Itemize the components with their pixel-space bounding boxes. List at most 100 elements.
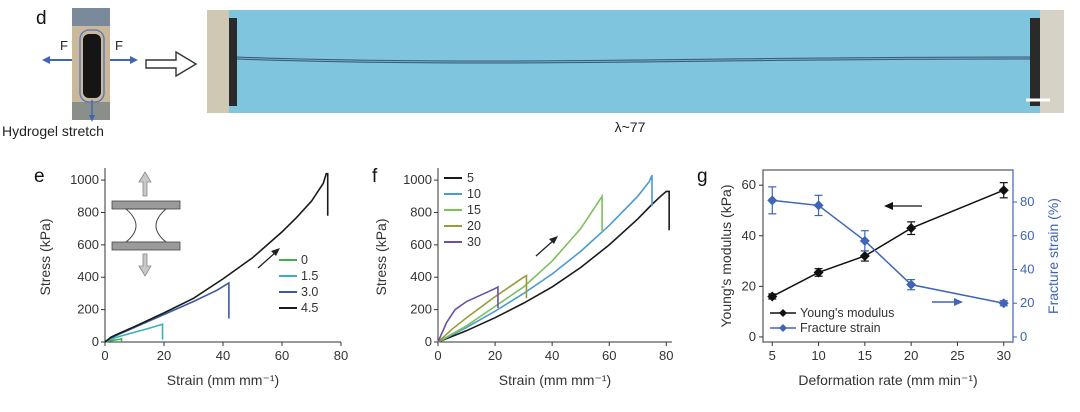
legend-label: Fracture strain	[800, 321, 881, 335]
x-tick-label: 80	[334, 348, 348, 363]
stretch-photo	[207, 10, 1064, 113]
x-tick-label: 30	[997, 348, 1011, 363]
series-line-30	[437, 285, 499, 343]
x-tick-label: 40	[216, 348, 230, 363]
x-tick-label: 25	[950, 348, 964, 363]
x-tick-label: 20	[488, 348, 502, 363]
trend-arrow-icon	[535, 239, 555, 257]
top-plate	[111, 200, 181, 210]
hollow-arrow-icon	[145, 50, 198, 78]
hydrogel-sample	[124, 208, 168, 243]
y-axis-label: Stress (kPa)	[373, 218, 389, 295]
series-line-5	[437, 190, 670, 343]
y-tick-label: 600	[410, 237, 432, 252]
panel-g-label: g	[697, 166, 708, 187]
legend-marker	[779, 309, 787, 317]
y-axis-label: Stress (kPa)	[37, 218, 53, 295]
data-point	[906, 279, 917, 290]
legend-label: 15	[467, 203, 481, 217]
x-tick-label: 20	[904, 348, 918, 363]
y-tick-label: 0	[749, 329, 756, 344]
bottom-plate	[111, 241, 181, 251]
y-axis-label: Young's modulus (kPa)	[718, 184, 734, 327]
series-line-4.5	[104, 172, 329, 343]
x-tick-label: 80	[659, 348, 673, 363]
legend-marker	[779, 324, 787, 332]
legend-label: 0	[301, 253, 308, 267]
data-point	[859, 235, 870, 246]
y-tick-label: 200	[77, 302, 99, 317]
panel-e-label: e	[34, 166, 45, 187]
compression-diagram	[111, 171, 280, 277]
x-tick-label: 10	[811, 348, 825, 363]
x-axis-label: Strain (mm mm⁻¹)	[499, 372, 611, 388]
y2-tick-label: 60	[1020, 228, 1034, 243]
data-point	[998, 185, 1009, 196]
trend-arrowhead	[549, 236, 558, 244]
legend-label: 1.5	[301, 269, 318, 283]
y-tick-label: 1000	[70, 172, 99, 187]
y-tick-label: 60	[742, 177, 756, 192]
data-point	[813, 267, 824, 278]
x-axis-label: Strain (mm mm⁻¹)	[167, 372, 279, 388]
x-tick-label: 0	[101, 348, 108, 363]
y-tick-label: 1000	[403, 172, 432, 187]
panel-d-label: d	[36, 8, 47, 29]
y2-tick-label: 80	[1020, 194, 1034, 209]
data-point	[859, 251, 870, 261]
stretch-ratio-caption: λ~77	[615, 119, 646, 135]
series-line-20	[437, 274, 528, 343]
panel-g: g 5 10 15 20 25 30 0 20 40 60 0 20 40 60 80 Deformation …	[697, 166, 1061, 388]
x-axis-label: Deformation rate (mm min⁻¹)	[798, 372, 977, 388]
sample-photo	[72, 8, 110, 120]
x-tick-label: 40	[545, 348, 559, 363]
hydrogel-caption: Hydrogel stretch	[2, 123, 104, 139]
data-point	[998, 298, 1009, 309]
y-tick-label: 600	[77, 237, 99, 252]
legend-label: Young's modulus	[800, 306, 894, 320]
panel-d: d F F Hydrogel stretch λ~77	[2, 8, 1064, 139]
panel-f-label: f	[372, 166, 378, 187]
y-tick-label: 0	[425, 334, 432, 349]
legend-label: 10	[467, 187, 481, 201]
force-right-label: F	[115, 38, 123, 53]
force-left-label: F	[60, 38, 68, 53]
x-tick-label: 20	[157, 348, 171, 363]
series-line-10	[437, 174, 653, 343]
legend-label: 3.0	[301, 285, 318, 299]
data-point	[813, 200, 824, 211]
y2-tick-label: 0	[1020, 329, 1027, 344]
series-line-15	[437, 193, 603, 343]
legend-label: 5	[467, 171, 474, 185]
series-line-3.0	[104, 281, 230, 343]
x-tick-label: 0	[434, 348, 441, 363]
series-line-fracture-strain	[772, 199, 1004, 304]
y-tick-label: 200	[410, 302, 432, 317]
series-line-0	[104, 337, 123, 343]
legend-f: 5 10 15 20 30	[444, 171, 481, 249]
legend-label: 20	[467, 219, 481, 233]
data-point	[767, 291, 778, 302]
legend-e: 0 1.5 3.0 4.5	[279, 253, 318, 315]
y2-tick-label: 40	[1020, 261, 1034, 276]
y-tick-label: 800	[410, 204, 432, 219]
series-line-youngs-modulus	[771, 189, 1005, 298]
y-tick-label: 0	[92, 334, 99, 349]
y-tick-label: 40	[742, 228, 756, 243]
y-tick-label: 20	[742, 278, 756, 293]
up-arrow-icon	[138, 171, 152, 197]
trend-arrow-icon	[257, 251, 277, 269]
right-axis-arrowhead	[954, 298, 963, 306]
series-line-1.5	[104, 323, 164, 343]
trend-arrowhead	[271, 248, 280, 256]
y2-axis-label: Fracture strain (%)	[1045, 198, 1061, 314]
down-arrow-icon	[138, 253, 152, 277]
data-point	[906, 223, 917, 234]
plot-frame	[762, 169, 1014, 343]
force-arrows	[42, 56, 138, 122]
x-tick-label: 5	[769, 348, 776, 363]
y-tick-label: 400	[77, 269, 99, 284]
